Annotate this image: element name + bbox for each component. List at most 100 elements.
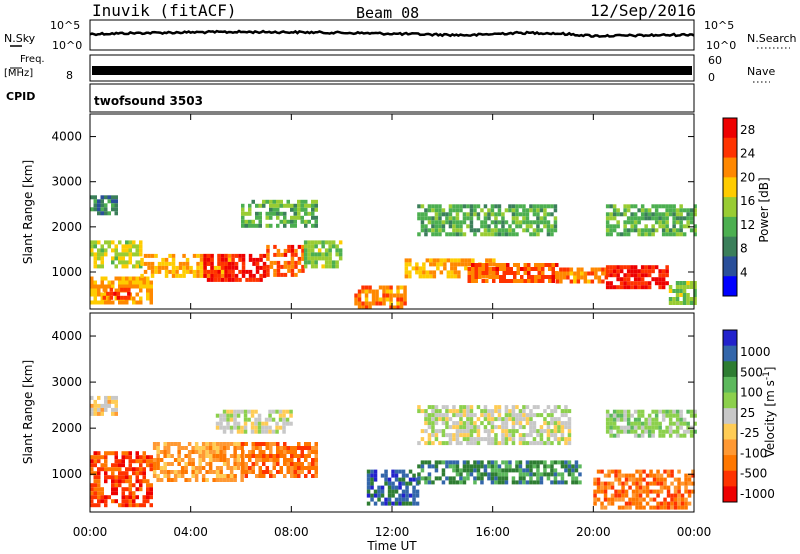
heatmap-cell <box>541 271 545 275</box>
heatmap-cell <box>258 203 262 208</box>
heatmap-cell <box>240 478 244 482</box>
heatmap-cell <box>398 469 402 474</box>
heatmap-cell <box>661 409 666 414</box>
heatmap-cell <box>198 454 202 458</box>
heatmap-cell <box>301 268 305 273</box>
heatmap-cell <box>605 285 610 290</box>
heatmap-cell <box>417 216 421 221</box>
heatmap-cell <box>553 208 558 213</box>
heatmap-cell <box>686 224 690 229</box>
heatmap-cell <box>635 505 639 510</box>
heatmap-cell <box>644 212 648 217</box>
heatmap-cell <box>189 265 193 270</box>
heatmap-cell <box>90 248 94 253</box>
heatmap-cell <box>90 300 94 305</box>
heatmap-cell <box>304 454 308 458</box>
heatmap-cell <box>90 284 94 289</box>
heatmap-cell <box>453 262 458 267</box>
heatmap-cell <box>275 429 279 434</box>
heatmap-cell <box>539 429 544 434</box>
heatmap-cell <box>121 276 125 281</box>
heatmap-cell <box>497 204 502 209</box>
heatmap-cell <box>192 269 197 274</box>
heatmap-cell <box>280 252 284 257</box>
heatmap-cell <box>467 279 471 283</box>
heatmap-cell <box>107 280 111 285</box>
heatmap-cell <box>111 256 115 261</box>
heatmap-cell <box>269 260 274 265</box>
heatmap-cell <box>609 232 613 237</box>
heatmap-cell <box>684 477 688 482</box>
heatmap-cell <box>163 454 167 458</box>
heatmap-cell <box>171 257 176 262</box>
heatmap-cell <box>422 270 426 275</box>
heatmap-cell <box>603 497 608 502</box>
heatmap-cell <box>431 220 435 225</box>
velocity-colorbar-segment <box>723 486 737 503</box>
heatmap-cell <box>354 301 358 306</box>
heatmap-cell <box>633 425 638 430</box>
heatmap-cell <box>420 220 425 225</box>
heatmap-cell <box>100 491 104 496</box>
heatmap-cell <box>290 462 294 466</box>
heatmap-cell <box>314 223 318 228</box>
heatmap-cell <box>443 258 447 263</box>
heatmap-cell <box>668 289 673 293</box>
heatmap-cell <box>630 281 634 286</box>
heatmap-cell <box>213 273 218 278</box>
heatmap-cell <box>476 472 481 477</box>
heatmap-cell <box>194 478 199 482</box>
heatmap-cell <box>314 470 318 474</box>
heatmap-cell <box>693 297 697 301</box>
heatmap-cell <box>452 437 456 442</box>
heatmap-cell <box>494 204 498 209</box>
heatmap-cell <box>135 487 139 492</box>
heatmap-cell <box>434 409 439 414</box>
heatmap-cell <box>680 501 685 506</box>
heatmap-cell <box>231 261 235 266</box>
heatmap-cell <box>626 417 631 422</box>
heatmap-cell <box>543 204 547 209</box>
heatmap-cell <box>241 458 245 462</box>
heatmap-cell <box>191 470 195 474</box>
heatmap-cell <box>139 244 143 249</box>
heatmap-cell <box>255 442 259 446</box>
heatmap-cell <box>686 429 690 434</box>
heatmap-cell <box>128 487 132 492</box>
heatmap-cell <box>663 501 667 506</box>
heatmap-cell <box>412 493 416 498</box>
heatmap-cell <box>616 413 620 418</box>
heatmap-cell <box>640 413 645 418</box>
heatmap-cell <box>596 481 601 486</box>
heatmap-cell <box>297 211 301 216</box>
heatmap-cell <box>159 450 164 454</box>
heatmap-cell <box>466 468 470 473</box>
heatmap-cell <box>280 272 284 277</box>
heatmap-cell <box>452 228 456 233</box>
heatmap-cell <box>499 263 503 267</box>
heatmap-cell <box>441 220 446 225</box>
heatmap-cell <box>258 474 262 478</box>
heatmap-cell <box>445 405 449 410</box>
heatmap-cell <box>248 257 253 262</box>
heatmap-cell <box>377 493 381 498</box>
heatmap-cell <box>283 462 287 466</box>
heatmap-cell <box>90 459 94 464</box>
heatmap-cell <box>654 425 659 430</box>
heatmap-cell <box>515 464 519 469</box>
heatmap-cell <box>672 232 676 237</box>
heatmap-cell <box>377 497 381 502</box>
heatmap-cell <box>630 413 634 418</box>
heatmap-cell <box>106 291 110 296</box>
heatmap-cell <box>259 257 263 262</box>
power-colorbar-segment <box>723 256 737 277</box>
heatmap-cell <box>427 413 432 418</box>
heatmap-cell <box>427 204 432 209</box>
heatmap-cell <box>194 470 199 474</box>
heatmap-cell <box>553 425 558 430</box>
heatmap-cell <box>250 413 255 418</box>
heatmap-cell <box>412 489 416 494</box>
heatmap-cell <box>656 473 660 478</box>
heatmap-cell <box>104 407 108 412</box>
heatmap-cell <box>617 481 622 486</box>
